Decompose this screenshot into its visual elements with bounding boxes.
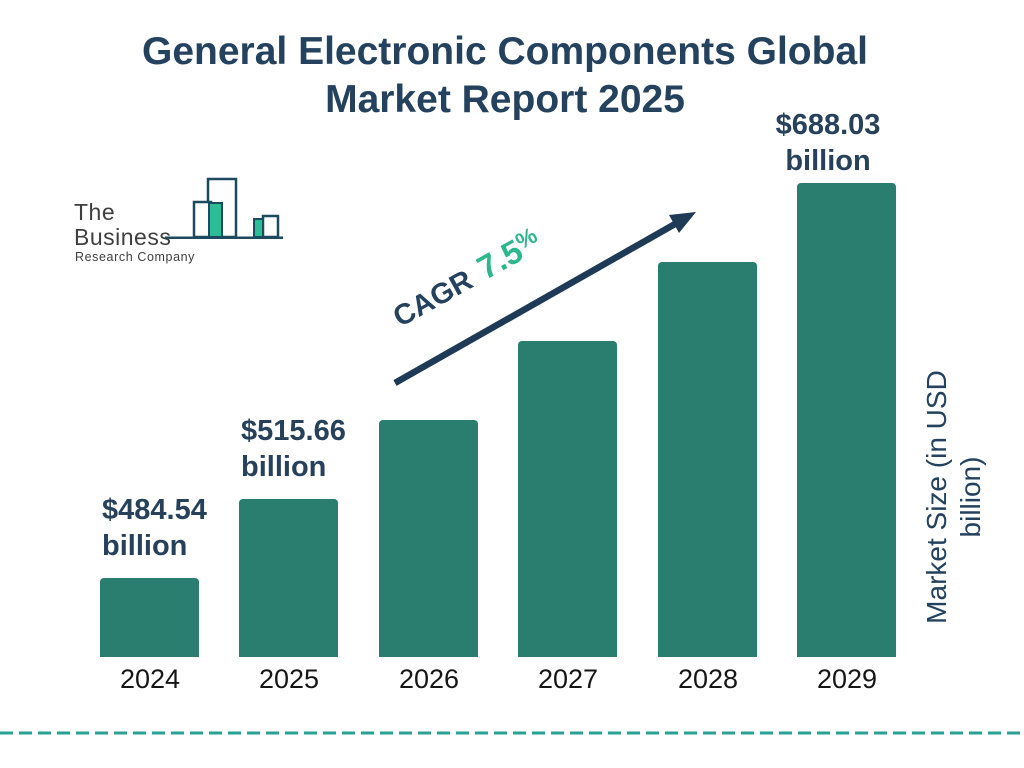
x-axis-label-2024: 2024 (119, 664, 181, 694)
value-label-2024: $484.54 billion (102, 494, 207, 562)
logo-bar-chart-icon (165, 177, 283, 240)
x-axis-label-2027: 2027 (537, 664, 599, 694)
x-axis-label-2029: 2029 (816, 664, 878, 694)
bar-2026 (379, 420, 478, 657)
chart-title: General Electronic Components Global Mar… (0, 28, 1010, 124)
bar-2028 (658, 262, 757, 657)
x-axis-label-2026: 2026 (398, 664, 460, 694)
title-line-2: Market Report 2025 (325, 78, 685, 121)
bottom-dashed-divider (0, 731, 1024, 735)
logo-text-secondary: Research Company (74, 250, 196, 264)
bar-2024 (100, 578, 199, 657)
y-axis-label: Market Size (in USD billion) (921, 370, 986, 624)
value-label-2025: $515.66 billion (241, 415, 346, 483)
x-axis-label-2028: 2028 (677, 664, 739, 694)
x-axis-label-2025: 2025 (258, 664, 320, 694)
title-line-1: General Electronic Components Global (142, 30, 868, 73)
logo-text-primary: The Business (74, 199, 172, 250)
logo-text: The Business Research Company (74, 199, 204, 265)
value-label-2029: $688.03 billion (775, 109, 881, 177)
bar-2027 (518, 341, 617, 657)
cagr-trend-arrow-icon (393, 212, 696, 386)
bar-2025 (239, 499, 338, 657)
bar-2029 (797, 183, 896, 657)
